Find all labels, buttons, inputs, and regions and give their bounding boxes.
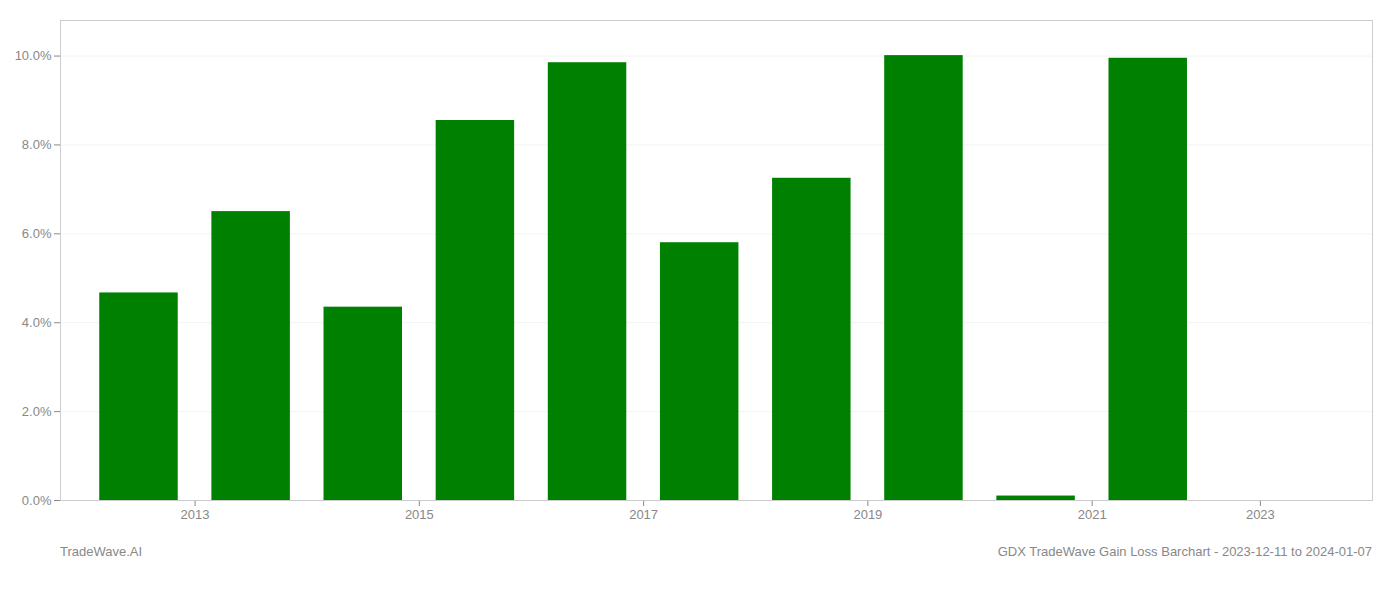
svg-text:6.0%: 6.0%	[22, 226, 52, 241]
svg-text:2015: 2015	[405, 507, 434, 522]
svg-text:2017: 2017	[629, 507, 658, 522]
svg-text:2021: 2021	[1078, 507, 1107, 522]
svg-text:10.0%: 10.0%	[15, 48, 52, 63]
svg-text:4.0%: 4.0%	[22, 315, 52, 330]
svg-text:8.0%: 8.0%	[22, 137, 52, 152]
svg-text:2023: 2023	[1246, 507, 1275, 522]
html-text:GDX TradeWave Gain Loss Barcha: GDX TradeWave Gain Loss Barchart - 2023-…	[997, 544, 1372, 559]
svg-text:0.0%: 0.0%	[22, 493, 52, 508]
svg-text:2013: 2013	[181, 507, 210, 522]
svg-text:2.0%: 2.0%	[22, 404, 52, 419]
html-text:TradeWave.AI: TradeWave.AI	[60, 544, 143, 559]
svg-text:2019: 2019	[853, 507, 882, 522]
